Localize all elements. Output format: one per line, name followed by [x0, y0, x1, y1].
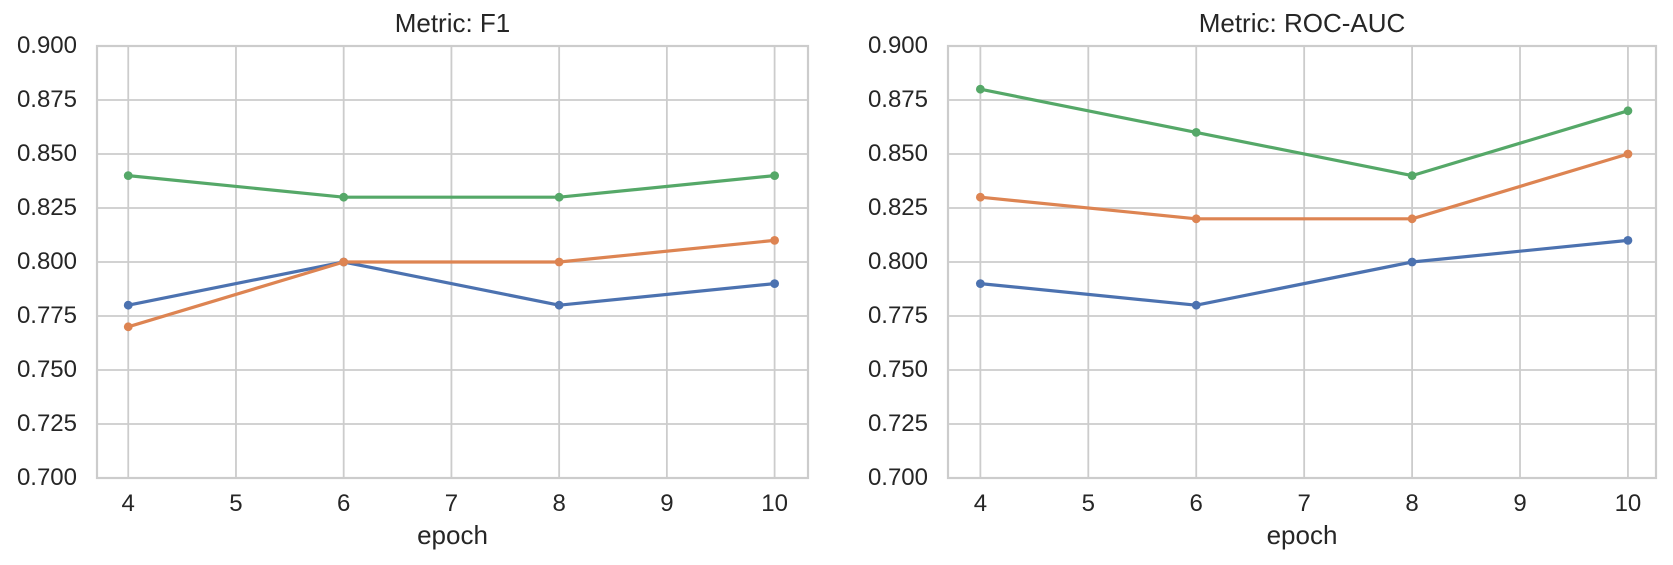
y-tick-label: 0.825 — [867, 194, 928, 221]
series-green-line — [126, 174, 777, 199]
series-blue-point — [1407, 257, 1417, 267]
y-tick-label: 0.725 — [867, 410, 928, 437]
series-green-point — [1191, 127, 1201, 137]
series-blue-point — [975, 279, 985, 288]
x-tick-label: 9 — [660, 490, 674, 517]
series-green-point — [554, 192, 564, 202]
axes-spines — [95, 44, 810, 480]
series-green-point — [123, 171, 133, 181]
y-tick-label: 0.900 — [867, 32, 928, 59]
axes-spines — [946, 44, 1658, 480]
series-green-point — [975, 84, 985, 94]
x-tick-label: 8 — [1405, 490, 1419, 517]
series-orange-point — [770, 236, 780, 245]
y-tick-label: 0.800 — [867, 248, 928, 275]
x-tick-label: 5 — [1081, 490, 1095, 517]
y-tick-label: 0.875 — [867, 86, 928, 113]
series-orange-point — [1623, 149, 1633, 159]
x-tick-label: 4 — [973, 490, 988, 517]
y-tick-label: 0.750 — [16, 356, 77, 383]
y-tick-label: 0.800 — [16, 248, 77, 275]
x-tick-label: 9 — [1513, 490, 1527, 517]
series-orange-line — [126, 238, 777, 329]
series-green-line — [978, 87, 1630, 178]
y-tick-label: 0.850 — [16, 140, 77, 167]
series-orange-point — [339, 257, 349, 267]
series-blue-line — [126, 260, 777, 307]
chart-title-roc-auc: Metric: ROC-AUC — [1198, 8, 1406, 38]
series-orange-point — [1407, 214, 1417, 224]
series-orange-point — [123, 322, 133, 332]
series-green-point — [1407, 171, 1417, 181]
x-tick-label: 4 — [121, 490, 135, 517]
x-tick-label: 7 — [1297, 490, 1311, 517]
x-tick-label: 6 — [337, 490, 351, 517]
y-tick-label: 0.725 — [16, 410, 77, 437]
series-orange-point — [554, 257, 564, 267]
y-tick-label: 0.875 — [16, 86, 77, 113]
series-orange-line — [978, 152, 1630, 221]
subplot-group — [95, 44, 810, 480]
x-tick-label: 10 — [1614, 490, 1642, 517]
series-green-point — [770, 171, 780, 181]
y-tick-label: 0.850 — [867, 140, 928, 167]
y-tick-label: 0.700 — [16, 464, 77, 491]
x-axis-label-f1: epoch — [417, 520, 488, 550]
series-blue-point — [770, 279, 780, 288]
series-blue-point — [1623, 236, 1633, 245]
series-blue-line — [978, 238, 1630, 307]
chart-title-f1: Metric: F1 — [394, 8, 511, 38]
x-tick-label: 10 — [761, 490, 788, 517]
series-blue-point — [1191, 300, 1201, 310]
x-axis-label-roc-auc: epoch — [1266, 520, 1338, 550]
x-tick-label: 7 — [444, 490, 459, 517]
y-tick-label: 0.900 — [16, 32, 77, 59]
y-tick-label: 0.700 — [867, 464, 928, 491]
series-orange-point — [1191, 214, 1201, 224]
series-blue-point — [554, 300, 564, 310]
y-tick-label: 0.775 — [867, 302, 928, 329]
y-tick-label: 0.825 — [16, 194, 77, 221]
series-blue-point — [123, 300, 133, 310]
series-green-point — [339, 192, 349, 202]
x-tick-label: 6 — [1189, 490, 1203, 517]
subplot-group — [946, 44, 1658, 480]
y-tick-label: 0.775 — [16, 302, 77, 329]
x-tick-label: 8 — [552, 490, 566, 517]
y-tick-label: 0.750 — [867, 356, 928, 383]
series-orange-point — [975, 192, 985, 202]
series-green-point — [1623, 106, 1633, 116]
x-tick-label: 5 — [229, 490, 243, 517]
